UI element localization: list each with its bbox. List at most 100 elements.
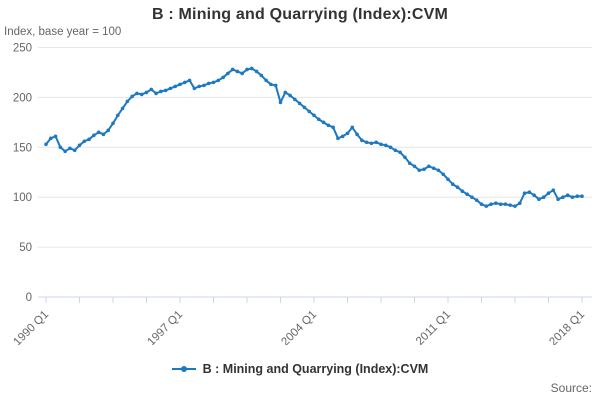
x-tick-label: 1997 Q1 — [145, 309, 185, 345]
data-point-marker — [350, 125, 355, 130]
data-point-marker — [556, 197, 560, 201]
data-point-marker — [369, 141, 374, 146]
data-point-marker — [450, 182, 455, 187]
data-point-marker — [182, 80, 187, 85]
data-point-marker — [340, 134, 345, 139]
data-point-marker — [163, 88, 168, 93]
data-point-marker — [321, 120, 326, 125]
data-point-marker — [479, 202, 484, 206]
x-tick-label: 2011 Q1 — [414, 309, 453, 345]
data-point-marker — [269, 82, 273, 87]
data-point-marker — [96, 130, 101, 135]
data-point-marker — [149, 87, 154, 92]
data-point-marker — [254, 69, 259, 74]
data-point-marker — [211, 80, 216, 85]
data-point-marker — [436, 168, 441, 173]
data-point-marker — [63, 149, 67, 154]
data-point-marker — [230, 67, 235, 72]
x-tick-label: 2004 Q1 — [279, 309, 319, 345]
data-point-marker — [115, 113, 120, 118]
data-point-marker — [360, 138, 364, 143]
data-point-marker — [154, 91, 158, 96]
data-point-marker — [412, 164, 417, 169]
data-point-marker — [302, 105, 307, 110]
legend-item-mining-series[interactable]: B : Mining and Quarrying (Index):CVM — [171, 362, 429, 376]
data-point-marker — [565, 193, 570, 197]
data-point-marker — [312, 113, 316, 118]
data-point-marker — [202, 83, 206, 88]
data-point-marker — [326, 123, 331, 128]
data-point-marker — [470, 195, 474, 199]
data-point-marker — [288, 93, 292, 98]
data-point-marker — [135, 91, 139, 96]
data-point-marker — [192, 86, 197, 91]
data-point-marker — [407, 161, 412, 166]
y-tick-label: 100 — [13, 192, 32, 204]
data-point-marker — [245, 67, 249, 72]
data-point-marker — [240, 71, 245, 76]
data-point-marker — [474, 198, 479, 202]
axis-unit-label: Index, base year = 100 — [4, 26, 122, 38]
data-point-marker — [403, 155, 407, 160]
data-point-marker — [503, 202, 508, 206]
data-point-marker — [508, 203, 513, 207]
data-point-marker — [293, 97, 297, 102]
data-point-marker — [53, 134, 58, 139]
data-point-marker — [522, 191, 527, 196]
data-point-marker — [537, 197, 541, 201]
data-point-marker — [393, 148, 398, 153]
data-point-marker — [77, 143, 82, 148]
data-point-marker — [460, 189, 465, 194]
y-tick-label: 0 — [26, 292, 32, 304]
data-point-marker — [580, 194, 584, 198]
data-point-marker — [517, 201, 522, 205]
data-point-marker — [92, 133, 96, 138]
data-point-marker — [427, 164, 431, 169]
data-point-marker — [489, 202, 493, 206]
data-point-marker — [144, 90, 149, 95]
data-point-marker — [111, 121, 115, 126]
data-point-marker — [422, 167, 426, 172]
data-point-marker — [561, 195, 565, 199]
data-point-marker — [235, 69, 240, 74]
data-point-marker — [283, 90, 288, 95]
data-point-marker — [87, 137, 91, 142]
data-point-marker — [484, 204, 489, 208]
data-point-marker — [383, 143, 388, 148]
legend: B : Mining and Quarrying (Index):CVM — [0, 359, 600, 379]
data-point-marker — [532, 193, 536, 197]
data-point-marker — [58, 145, 63, 150]
data-point-marker — [249, 66, 254, 71]
data-point-marker — [187, 78, 192, 83]
legend-series-label: B : Mining and Quarrying (Index):CVM — [202, 362, 429, 376]
data-line — [45, 67, 583, 208]
data-point-marker — [168, 86, 173, 91]
y-tick-label: 50 — [19, 242, 32, 254]
data-point-marker — [120, 106, 125, 111]
data-point-marker — [226, 71, 230, 76]
data-point-marker — [441, 172, 446, 177]
data-point-marker — [498, 202, 503, 206]
data-point-marker — [551, 188, 556, 193]
data-point-marker — [278, 100, 283, 105]
y-tick-label: 200 — [13, 92, 32, 104]
x-tick-label: 1990 Q1 — [11, 309, 51, 345]
data-point-marker — [259, 73, 264, 78]
data-point-marker — [527, 190, 532, 195]
data-point-marker — [48, 136, 53, 141]
data-point-marker — [388, 145, 393, 150]
data-point-marker — [398, 150, 402, 155]
data-point-marker — [307, 109, 312, 114]
data-point-marker — [431, 166, 436, 171]
data-point-marker — [44, 142, 48, 147]
data-point-marker — [336, 136, 340, 141]
data-point-marker — [197, 84, 201, 89]
data-point-marker — [570, 195, 575, 199]
chart-title: B : Mining and Quarrying (Index):CVM — [151, 6, 449, 23]
data-point-marker — [125, 99, 130, 104]
data-point-marker — [178, 82, 182, 87]
data-point-marker — [264, 78, 268, 83]
data-point-marker — [364, 140, 369, 145]
data-point-marker — [374, 140, 379, 145]
